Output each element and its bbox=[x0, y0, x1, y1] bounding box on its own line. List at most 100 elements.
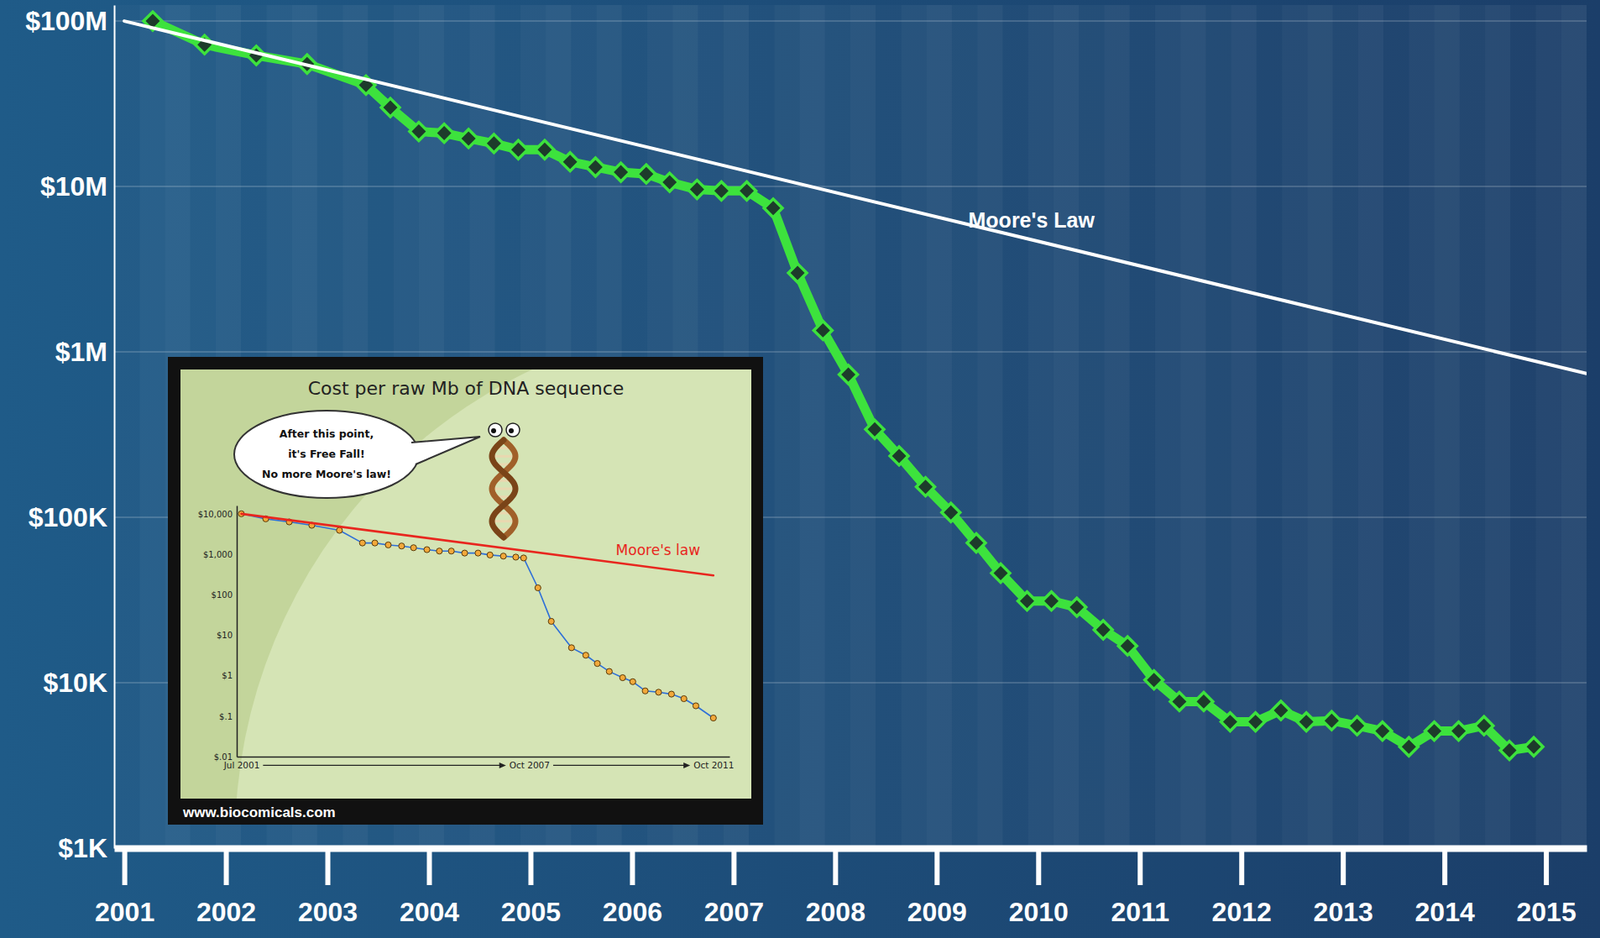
x-tick: 2012 bbox=[1212, 847, 1272, 927]
series-marker bbox=[381, 98, 400, 117]
dna-rung bbox=[491, 454, 516, 458]
stripe bbox=[1408, 5, 1434, 848]
x-tick-mark bbox=[629, 847, 635, 885]
x-tick: Oct 2011 bbox=[693, 756, 734, 770]
series-marker bbox=[359, 539, 366, 546]
y-tick: $10K bbox=[43, 667, 116, 698]
series-marker bbox=[568, 644, 575, 651]
x-tick-mark bbox=[224, 847, 230, 885]
x-tick: 2003 bbox=[298, 847, 358, 927]
series-marker bbox=[788, 263, 807, 283]
y-tick: $10M bbox=[40, 171, 115, 202]
plot-area bbox=[238, 510, 717, 721]
series-marker bbox=[500, 553, 507, 560]
stripe bbox=[114, 5, 140, 848]
x-tick: 2004 bbox=[399, 847, 460, 927]
series-marker bbox=[385, 541, 392, 548]
dna-pupil bbox=[508, 428, 514, 434]
series-marker bbox=[534, 584, 541, 591]
y-tick: $1K bbox=[57, 832, 115, 863]
x-tick: 2014 bbox=[1415, 847, 1475, 927]
y-tick: $100M bbox=[25, 5, 115, 37]
series-marker bbox=[916, 477, 936, 497]
series-marker bbox=[1524, 737, 1543, 756]
series-marker bbox=[486, 551, 493, 558]
x-axis: 2001200220032004200520062007200820092010… bbox=[94, 847, 1587, 927]
stripe bbox=[773, 5, 800, 848]
series-marker bbox=[839, 365, 858, 384]
dna-strand bbox=[491, 439, 516, 538]
stripe bbox=[1155, 5, 1181, 848]
arrow-head bbox=[499, 762, 507, 769]
y-tick-label: $100 bbox=[211, 590, 233, 600]
x-tick-label: 2015 bbox=[1516, 896, 1577, 927]
dna-eye bbox=[506, 423, 520, 437]
y-tick: $1 bbox=[221, 670, 237, 680]
arrow-head bbox=[683, 762, 691, 769]
y-tick-label: $1M bbox=[55, 336, 108, 367]
series-marker bbox=[1296, 712, 1316, 732]
series-marker bbox=[560, 152, 580, 172]
series-marker bbox=[1194, 691, 1214, 711]
y-tick-label: $10 bbox=[216, 630, 233, 640]
series-marker bbox=[606, 668, 612, 675]
x-tick: 2002 bbox=[196, 847, 257, 927]
x-tick-mark bbox=[426, 847, 432, 885]
x-tick-mark bbox=[832, 847, 838, 885]
grid-line bbox=[114, 185, 1587, 188]
series-marker bbox=[668, 690, 675, 697]
series-marker bbox=[763, 198, 783, 218]
stripe bbox=[1536, 5, 1562, 848]
x-tick-mark bbox=[1340, 847, 1346, 885]
x-tick-label: 2007 bbox=[704, 896, 764, 927]
x-tick-label: 2006 bbox=[602, 896, 663, 927]
grid-line bbox=[114, 350, 1587, 353]
axis-arrows bbox=[262, 762, 691, 769]
series-label: Moore's law bbox=[616, 541, 701, 559]
series-marker bbox=[585, 157, 605, 177]
x-axis-line bbox=[115, 845, 1588, 853]
series-marker bbox=[423, 546, 430, 553]
y-axis: $10,000$1,000$100$10$1$.1$.01 bbox=[198, 506, 238, 762]
series-marker bbox=[692, 702, 699, 709]
series-marker bbox=[535, 140, 555, 159]
y-tick: $10,000 bbox=[198, 509, 237, 519]
stripe bbox=[825, 5, 851, 848]
chart-title: Cost per raw Mb of DNA sequence bbox=[308, 377, 625, 399]
x-tick-label: 2008 bbox=[805, 896, 866, 927]
series-marker bbox=[967, 533, 986, 553]
stripe bbox=[1078, 5, 1104, 848]
series-marker bbox=[642, 687, 649, 694]
x-tick: Oct 2007 bbox=[509, 756, 550, 770]
inset-light bbox=[235, 369, 752, 799]
x-tick: 2001 bbox=[94, 847, 155, 927]
series-marker bbox=[459, 129, 478, 148]
series-marker bbox=[512, 554, 519, 560]
series-line bbox=[240, 513, 713, 718]
stripe bbox=[1561, 5, 1587, 848]
stripe bbox=[1383, 5, 1409, 848]
series-marker bbox=[889, 446, 909, 466]
x-tick-label: Oct 2007 bbox=[509, 759, 550, 770]
x-tick-mark bbox=[325, 847, 331, 885]
series-marker bbox=[1145, 670, 1164, 690]
x-tick-mark bbox=[731, 847, 737, 885]
x-tick-mark bbox=[1137, 847, 1143, 885]
series-marker bbox=[1018, 591, 1037, 611]
series-marker bbox=[1118, 636, 1137, 655]
series-marker bbox=[1246, 712, 1266, 732]
x-tick: 2013 bbox=[1313, 847, 1374, 927]
stripe bbox=[1510, 5, 1536, 848]
series-marker bbox=[398, 543, 405, 550]
bubble-text: it's Free Fall! bbox=[287, 447, 366, 461]
series-marker bbox=[1271, 700, 1291, 720]
series-marker bbox=[1322, 711, 1341, 730]
bubble-tail bbox=[411, 436, 481, 465]
series-marker bbox=[1042, 591, 1062, 611]
series-marker bbox=[475, 549, 482, 556]
series-labels: Moore's Law bbox=[968, 208, 1096, 232]
series-marker bbox=[655, 689, 662, 696]
series-marker bbox=[680, 695, 687, 701]
series-marker bbox=[448, 548, 455, 555]
series-marker bbox=[1220, 712, 1240, 732]
